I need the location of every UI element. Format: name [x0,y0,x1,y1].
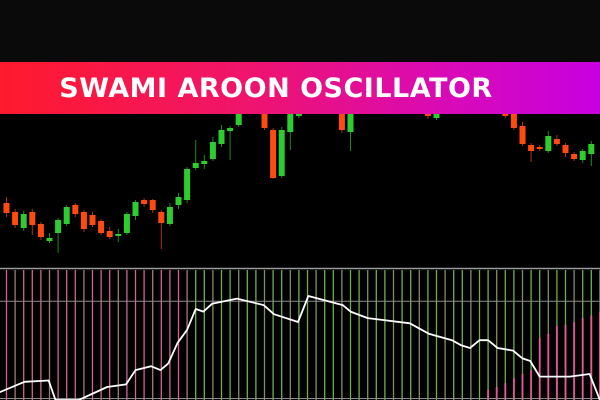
candle [209,137,216,161]
candle [166,203,173,226]
candle [536,145,543,151]
candle-body [218,130,225,144]
candle [3,197,10,217]
candle-body [46,238,53,241]
candle [278,127,285,178]
candle-body [3,203,10,213]
candle [149,199,156,213]
candle [227,126,234,160]
candle-body [175,197,182,205]
candle-body [528,145,535,151]
candle [37,222,44,240]
candle [46,233,53,243]
candle-body [588,144,595,154]
candle-body [562,145,569,153]
candle [184,167,191,203]
candle-body [261,114,268,128]
candle [201,155,208,169]
candle [72,203,79,217]
candle-body [338,114,345,130]
candle [63,205,70,226]
candle [20,211,27,231]
candle [132,200,139,220]
candle-body [115,234,122,236]
candle-body [347,114,354,132]
candle [571,152,578,161]
candle [106,227,113,239]
candle-body [158,212,165,223]
candle [141,198,148,207]
candle-body [55,220,62,233]
candle [175,193,182,209]
candle-body [80,212,87,229]
candle-body [149,200,156,210]
title-banner: SWAMI AROON OSCILLATOR [0,62,600,114]
candle-body [89,215,96,225]
candle [29,209,36,235]
candle-body [502,114,509,116]
candle-body [579,151,586,160]
candle-body [553,139,560,144]
candle [588,141,595,166]
candle-body [270,130,277,178]
candle [562,143,569,157]
candle-body [519,126,526,144]
candle-body [72,205,79,214]
candle-body [510,114,517,128]
candle-body [209,142,216,159]
candle-body [20,214,27,228]
candle-body [424,114,431,116]
candle-body [184,169,191,200]
candle [519,122,526,146]
candle [89,212,96,227]
candle [80,210,87,232]
candle-body [132,202,139,216]
candle-body [123,214,130,233]
candle-body [141,200,148,204]
candle-body [12,212,19,225]
top-strip [0,0,600,62]
candle [55,218,62,253]
candle [270,128,277,179]
candle [579,149,586,163]
candle-body [63,207,70,224]
candle [123,212,130,235]
candle [115,229,122,242]
candle-body [536,147,543,149]
candle-body [192,163,199,168]
candle [12,209,19,228]
banner-title: SWAMI AROON OSCILLATOR [59,72,493,104]
candle-body [227,128,234,131]
candle-body [287,114,294,132]
candle-body [201,161,208,164]
candle-body [98,221,105,233]
candle-body [278,130,285,176]
candle-body [235,114,242,125]
candle-body [545,136,552,151]
oscillator-line [0,295,600,400]
candle-body [37,224,44,237]
candle [192,140,199,170]
candle-body [29,212,36,225]
candle [218,125,225,147]
candle-body [433,114,440,118]
candle [553,135,560,146]
candle-body [571,154,578,159]
candle [98,219,105,235]
candle-body [166,207,173,224]
candle [158,210,165,249]
candle-body [106,231,113,237]
price-chart [3,105,595,253]
candle [528,143,535,162]
candle-body [295,114,302,116]
candle [545,131,552,153]
